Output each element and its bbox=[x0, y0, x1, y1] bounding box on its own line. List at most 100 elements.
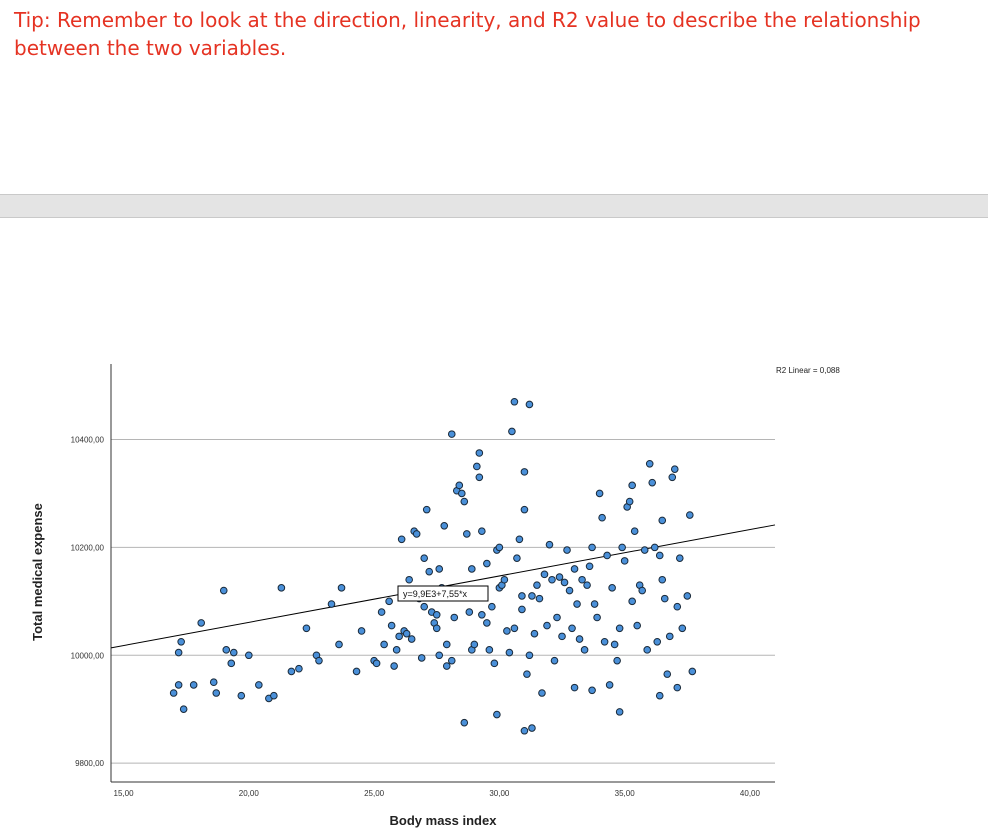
data-point bbox=[510, 624, 519, 633]
data-point bbox=[174, 648, 183, 657]
data-point bbox=[189, 681, 198, 689]
data-point bbox=[518, 605, 526, 614]
data-point bbox=[209, 678, 218, 687]
data-point bbox=[435, 565, 444, 573]
data-point bbox=[675, 554, 684, 562]
data-point bbox=[525, 400, 534, 409]
data-point bbox=[528, 592, 536, 600]
data-point bbox=[660, 594, 669, 603]
y-tick-label: 10200,00 bbox=[71, 543, 105, 552]
data-point bbox=[640, 546, 649, 554]
x-tick-label: 35,00 bbox=[615, 789, 636, 798]
data-point bbox=[580, 646, 589, 654]
data-point bbox=[590, 600, 599, 608]
data-point bbox=[608, 584, 616, 592]
data-point bbox=[525, 651, 534, 660]
data-point bbox=[605, 681, 614, 689]
data-point bbox=[473, 462, 481, 471]
data-point bbox=[483, 559, 491, 568]
data-point bbox=[613, 656, 621, 665]
data-point bbox=[570, 565, 579, 573]
data-point bbox=[648, 478, 657, 487]
data-point bbox=[478, 611, 486, 619]
data-point bbox=[174, 681, 183, 689]
data-point bbox=[460, 497, 469, 506]
data-point bbox=[535, 594, 544, 603]
data-point bbox=[227, 659, 236, 668]
data-point bbox=[550, 656, 559, 665]
data-point bbox=[212, 689, 221, 697]
data-point bbox=[670, 465, 679, 473]
data-point bbox=[390, 662, 398, 670]
data-point bbox=[658, 575, 667, 584]
data-point bbox=[630, 527, 639, 535]
data-point bbox=[538, 689, 546, 697]
y-tick-labels: 9800,00 10000,00 10200,00 10400,00 bbox=[71, 436, 105, 769]
data-point bbox=[543, 621, 551, 630]
data-point bbox=[633, 621, 641, 630]
data-point bbox=[385, 597, 393, 606]
data-point bbox=[665, 632, 674, 641]
data-point bbox=[468, 565, 476, 573]
data-point bbox=[595, 489, 604, 498]
fit-equation-label: y=9,9E3+7,55*x bbox=[397, 585, 489, 602]
data-point bbox=[455, 481, 464, 490]
x-tick-label: 15,00 bbox=[114, 789, 135, 798]
data-point bbox=[237, 691, 246, 700]
data-point bbox=[678, 624, 687, 633]
data-point bbox=[618, 543, 626, 552]
x-tick-label: 20,00 bbox=[239, 789, 260, 798]
data-point bbox=[488, 602, 496, 611]
data-point bbox=[222, 646, 231, 654]
data-point bbox=[573, 600, 581, 608]
data-points bbox=[169, 397, 697, 735]
data-point bbox=[450, 613, 459, 622]
data-point bbox=[420, 554, 429, 562]
data-point bbox=[270, 691, 278, 700]
data-point bbox=[628, 481, 636, 490]
data-point bbox=[440, 522, 449, 530]
data-point bbox=[588, 543, 596, 552]
r2-label: R2 Linear = 0,088 bbox=[776, 366, 840, 375]
data-point bbox=[615, 708, 624, 716]
data-point bbox=[425, 567, 434, 576]
data-point bbox=[553, 613, 561, 622]
x-tick-labels: 15,00 20,00 25,00 30,00 35,00 40,00 bbox=[114, 789, 761, 798]
data-point bbox=[645, 459, 654, 468]
data-point bbox=[420, 602, 429, 611]
data-point bbox=[372, 659, 381, 668]
data-point bbox=[380, 640, 388, 649]
data-point bbox=[483, 619, 491, 627]
data-point bbox=[475, 449, 484, 457]
data-point bbox=[387, 621, 396, 630]
data-point bbox=[177, 637, 185, 646]
data-point bbox=[686, 511, 694, 519]
data-point bbox=[395, 632, 403, 641]
data-point bbox=[412, 530, 421, 538]
y-tick-label: 9800,00 bbox=[75, 759, 104, 768]
data-point bbox=[505, 648, 514, 657]
data-point bbox=[555, 573, 564, 581]
data-point bbox=[287, 667, 296, 676]
data-point bbox=[465, 608, 474, 616]
data-point bbox=[495, 543, 504, 552]
data-point bbox=[530, 629, 539, 638]
data-point bbox=[575, 635, 584, 643]
data-point bbox=[540, 570, 549, 579]
data-point bbox=[625, 497, 634, 506]
data-point bbox=[357, 627, 366, 635]
data-point bbox=[447, 430, 456, 438]
y-tick-label: 10400,00 bbox=[71, 436, 105, 445]
y-axis-title: Total medical expense bbox=[30, 503, 45, 641]
data-point bbox=[470, 640, 479, 649]
data-point bbox=[302, 624, 311, 633]
data-point bbox=[197, 619, 206, 627]
data-point bbox=[610, 640, 619, 649]
grid bbox=[111, 439, 775, 764]
x-tick-label: 40,00 bbox=[740, 789, 761, 798]
data-point bbox=[485, 646, 494, 654]
data-point bbox=[598, 513, 606, 522]
data-point bbox=[615, 624, 624, 633]
data-point bbox=[503, 627, 511, 635]
data-point bbox=[658, 516, 667, 525]
